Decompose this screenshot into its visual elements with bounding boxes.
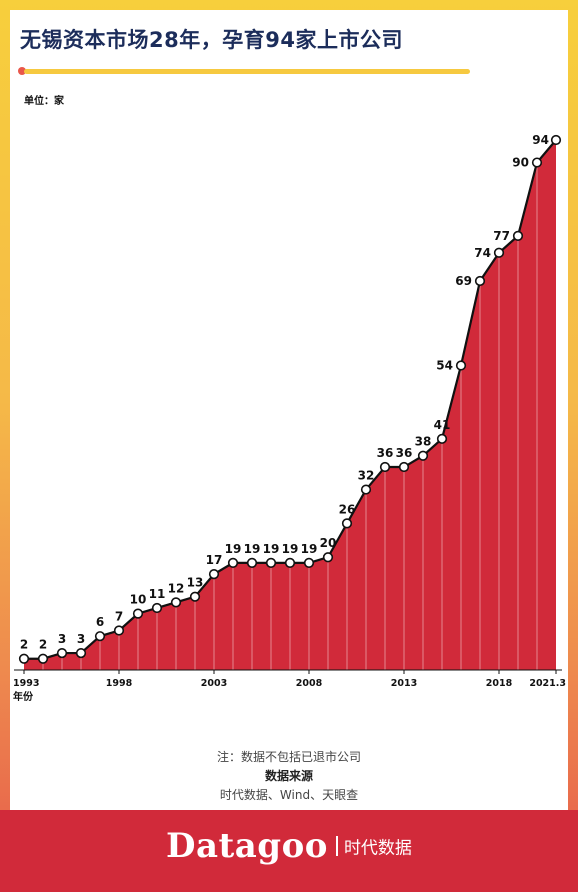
chart-title: 无锡资本市场28年，孕育94家上市公司 xyxy=(20,28,403,52)
source-text: 时代数据、Wind、天眼查 xyxy=(219,788,359,802)
data-label: 41 xyxy=(434,418,451,432)
unit-label: 单位：家 xyxy=(24,96,64,107)
data-point xyxy=(189,591,201,602)
x-tick-label: 1993 xyxy=(13,678,39,689)
data-label: 74 xyxy=(474,246,491,260)
data-point xyxy=(436,433,448,444)
data-label: 38 xyxy=(415,435,432,449)
data-label: 69 xyxy=(455,274,472,288)
data-point xyxy=(550,134,562,146)
data-label: 19 xyxy=(301,542,318,556)
data-point xyxy=(37,653,49,664)
data-label: 10 xyxy=(130,593,147,607)
x-tick-label: 2003 xyxy=(201,678,227,689)
brand-separator xyxy=(335,836,338,856)
data-label: 36 xyxy=(396,446,413,460)
data-label: 6 xyxy=(96,615,104,629)
data-point xyxy=(493,247,505,258)
x-axis-title: 年份 xyxy=(13,690,34,703)
source-title: 数据来源 xyxy=(264,769,313,783)
data-point xyxy=(170,597,182,608)
data-label: 3 xyxy=(58,632,66,646)
x-tick-label: 2008 xyxy=(296,678,323,689)
x-tick-label: 1998 xyxy=(106,678,133,689)
brand-subtitle: 时代数据 xyxy=(343,838,412,859)
data-point xyxy=(94,631,106,642)
data-label: 2 xyxy=(39,638,47,652)
data-label: 19 xyxy=(225,542,242,556)
data-point xyxy=(341,518,353,529)
data-label: 19 xyxy=(244,542,261,556)
data-point xyxy=(322,552,334,563)
data-label: 2 xyxy=(20,638,28,652)
footer-banner: Datagoo 时代数据 xyxy=(0,810,578,892)
x-tick-label: 2018 xyxy=(486,678,513,689)
data-point xyxy=(265,557,277,568)
data-point xyxy=(113,625,125,636)
data-point xyxy=(512,230,524,241)
brand-name: Datagoo xyxy=(166,826,328,866)
data-label: 54 xyxy=(436,359,453,373)
brand-logo: Datagoo 时代数据 xyxy=(0,826,578,866)
x-tick-label: 2013 xyxy=(391,678,417,689)
data-point xyxy=(246,557,258,568)
data-point xyxy=(132,608,144,619)
title-accent-dot xyxy=(18,67,26,75)
data-point xyxy=(474,275,486,287)
data-label: 17 xyxy=(206,553,223,567)
data-label: 19 xyxy=(263,542,280,556)
data-point xyxy=(398,461,410,473)
data-point xyxy=(18,653,30,664)
data-label: 77 xyxy=(493,229,510,243)
data-label: 11 xyxy=(149,587,166,601)
data-point xyxy=(227,557,239,568)
data-label: 20 xyxy=(320,536,337,550)
data-point xyxy=(56,647,68,659)
data-point xyxy=(75,647,87,659)
data-point xyxy=(417,450,429,461)
data-label: 94 xyxy=(532,133,549,147)
data-label: 13 xyxy=(187,576,204,590)
data-point xyxy=(208,569,220,580)
data-point xyxy=(360,484,372,495)
data-point xyxy=(379,461,391,473)
data-point xyxy=(303,557,315,568)
data-label: 36 xyxy=(377,446,394,460)
data-label: 12 xyxy=(168,581,185,595)
exclusion-note: 注：数据不包括已退市公司 xyxy=(216,750,361,764)
title-underline xyxy=(24,69,470,74)
data-label: 19 xyxy=(282,542,299,556)
data-point xyxy=(151,602,163,614)
data-label: 90 xyxy=(512,156,529,170)
data-point xyxy=(284,557,296,568)
data-label: 7 xyxy=(115,610,123,624)
data-label: 26 xyxy=(339,502,356,516)
x-tick-label: 2021.3 xyxy=(529,678,566,689)
data-label: 32 xyxy=(358,469,375,483)
data-point xyxy=(531,157,543,168)
data-label: 3 xyxy=(77,632,85,646)
data-point xyxy=(455,360,467,371)
